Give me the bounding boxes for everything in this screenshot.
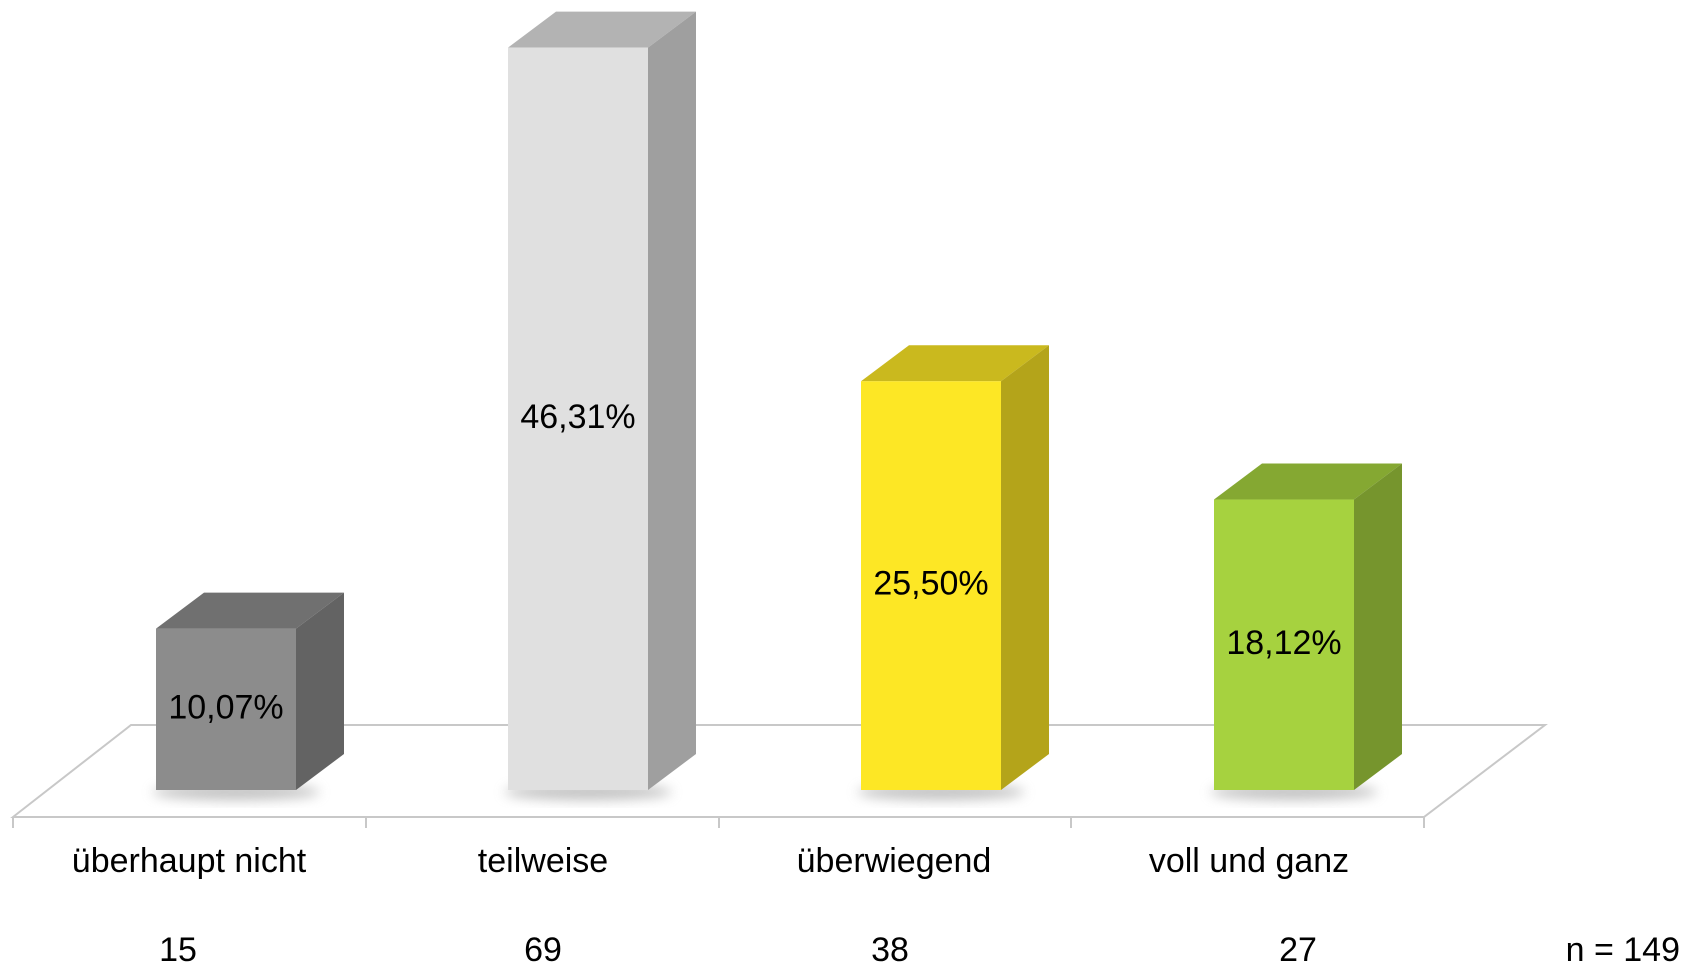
bar-side	[648, 11, 696, 791]
bar-top	[156, 592, 344, 629]
count-label: 15	[159, 931, 197, 968]
x-tick-label: teilweise	[478, 842, 608, 880]
bar	[861, 381, 1001, 790]
bar-top	[861, 345, 1049, 382]
count-label: 38	[871, 931, 909, 968]
x-tick-label: voll und ganz	[1149, 842, 1349, 880]
bar-side	[296, 592, 344, 790]
bar-side	[1354, 463, 1402, 790]
bar	[1214, 499, 1354, 790]
bar	[508, 47, 648, 791]
count-label: 27	[1279, 931, 1317, 968]
floor	[10, 724, 1548, 818]
count-label: 69	[524, 931, 562, 968]
sample-size: n = 149	[1566, 931, 1680, 968]
bar-top	[508, 11, 696, 48]
bar-top	[1214, 463, 1402, 500]
value-label: 18,12%	[1226, 624, 1341, 662]
bar-side	[1001, 345, 1049, 790]
x-tick-label: überhaupt nicht	[72, 842, 307, 880]
x-tick-label: überwiegend	[797, 842, 992, 880]
bar	[156, 628, 296, 790]
separators	[12, 817, 1425, 828]
value-label: 25,50%	[873, 565, 988, 603]
value-label: 10,07%	[168, 688, 283, 726]
value-label: 46,31%	[520, 398, 635, 436]
